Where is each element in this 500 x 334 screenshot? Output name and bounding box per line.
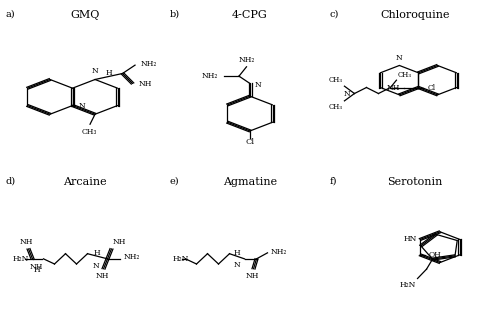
Text: NH₂: NH₂ <box>141 60 158 68</box>
Text: NH: NH <box>20 238 33 246</box>
Text: Chloroquine: Chloroquine <box>380 10 450 20</box>
Text: CH₃: CH₃ <box>328 76 342 84</box>
Text: H: H <box>106 69 112 77</box>
Text: N: N <box>396 54 403 62</box>
Text: NH₂: NH₂ <box>270 248 287 256</box>
Text: N: N <box>344 90 350 98</box>
Text: Arcaine: Arcaine <box>63 177 107 187</box>
Text: H₂N: H₂N <box>172 255 189 263</box>
Text: NH: NH <box>138 79 152 88</box>
Text: Agmatine: Agmatine <box>223 177 277 187</box>
Text: NH₂: NH₂ <box>239 56 255 64</box>
Text: CH₃: CH₃ <box>328 103 342 111</box>
Text: NH₂: NH₂ <box>124 253 140 261</box>
Text: H: H <box>33 266 40 274</box>
Text: NH: NH <box>112 238 126 246</box>
Text: NH: NH <box>96 272 109 280</box>
Text: Cl: Cl <box>246 138 254 146</box>
Text: Serotonin: Serotonin <box>388 177 442 187</box>
Text: N: N <box>78 102 86 110</box>
Text: N: N <box>254 81 261 89</box>
Text: NH: NH <box>387 84 400 92</box>
Text: CH₃: CH₃ <box>82 128 96 136</box>
Text: H₂N: H₂N <box>399 281 415 289</box>
Text: Cl: Cl <box>428 84 436 92</box>
Text: c): c) <box>330 10 340 19</box>
Text: a): a) <box>5 10 15 19</box>
Text: H: H <box>233 248 240 257</box>
Text: HN: HN <box>404 235 417 243</box>
Text: b): b) <box>170 10 180 19</box>
Text: f): f) <box>330 177 338 186</box>
Text: GMQ: GMQ <box>70 10 100 20</box>
Text: e): e) <box>170 177 179 186</box>
Text: OH: OH <box>429 251 442 259</box>
Text: N: N <box>93 262 100 270</box>
Text: NH₂: NH₂ <box>202 72 218 80</box>
Text: N: N <box>92 67 98 75</box>
Text: CH₃: CH₃ <box>398 71 411 79</box>
Text: H: H <box>93 249 100 257</box>
Text: 4-CPG: 4-CPG <box>232 10 268 20</box>
Text: NH: NH <box>246 272 259 280</box>
Text: H₂N: H₂N <box>12 255 29 263</box>
Text: N: N <box>233 261 240 269</box>
Text: NH: NH <box>30 263 43 271</box>
Text: d): d) <box>5 177 15 186</box>
